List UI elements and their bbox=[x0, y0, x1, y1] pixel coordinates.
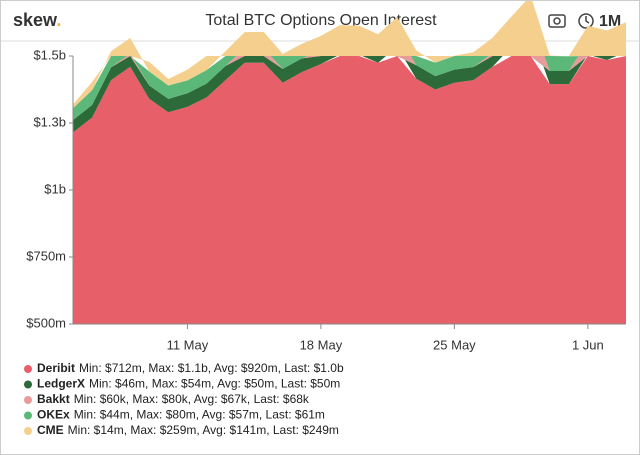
legend-stats: Min: $60k, Max: $80k, Avg: $67k, Last: $… bbox=[74, 392, 310, 406]
legend-text: Bakkt Min: $60k, Max: $80k, Avg: $67k, La… bbox=[37, 392, 310, 406]
legend-entry: Bakkt Min: $60k, Max: $80k, Avg: $67k, La… bbox=[24, 392, 310, 406]
legend-name: Deribit bbox=[37, 361, 75, 375]
legend-entry: Deribit Min: $712m, Max: $1.1b, Avg: $920… bbox=[24, 361, 344, 375]
x-tick-label: 1 Jun bbox=[572, 337, 604, 352]
legend-swatch bbox=[24, 396, 32, 404]
legend-entry: OKEx Min: $44m, Max: $80m, Avg: $57m, Las… bbox=[24, 408, 325, 422]
legend-swatch bbox=[24, 427, 32, 435]
logo: skew. bbox=[13, 10, 61, 30]
legend-swatch bbox=[24, 380, 32, 389]
legend-swatch bbox=[24, 411, 32, 420]
y-tick-label: $1b bbox=[44, 181, 66, 196]
clock-icon[interactable] bbox=[578, 13, 594, 29]
y-tick-label: $500m bbox=[26, 315, 66, 330]
legend-name: Bakkt bbox=[37, 392, 70, 406]
legend-swatch bbox=[24, 365, 32, 373]
logo-text: skew bbox=[13, 10, 58, 30]
area bbox=[73, 56, 626, 324]
legend-stats: Min: $46m, Max: $54m, Avg: $50m, Last: $… bbox=[89, 377, 340, 391]
legend-stats: Min: $44m, Max: $80m, Avg: $57m, Last: $… bbox=[74, 408, 325, 422]
legend-stats: Min: $712m, Max: $1.1b, Avg: $920m, Last… bbox=[79, 361, 344, 375]
legend-text: Deribit Min: $712m, Max: $1.1b, Avg: $920… bbox=[37, 361, 344, 375]
x-tick-label: 18 May bbox=[300, 337, 343, 352]
y-tick-label: $1.5b bbox=[33, 47, 66, 62]
legend-name: CME bbox=[37, 423, 64, 437]
legend-text: LedgerX Min: $46m, Max: $54m, Avg: $50m, … bbox=[37, 377, 340, 391]
legend-name: OKEx bbox=[37, 408, 70, 422]
x-tick-label: 11 May bbox=[167, 337, 209, 352]
camera-icon[interactable] bbox=[548, 14, 566, 28]
chart-title: Total BTC Options Open Interest bbox=[205, 12, 437, 29]
legend-name: LedgerX bbox=[37, 377, 85, 391]
legend-text: CME Min: $14m, Max: $259m, Avg: $141m, La… bbox=[37, 423, 339, 437]
legend-entry: CME Min: $14m, Max: $259m, Avg: $141m, La… bbox=[24, 423, 339, 437]
x-tick-label: 25 May bbox=[433, 337, 476, 352]
legend-stats: Min: $14m, Max: $259m, Avg: $141m, Last:… bbox=[68, 423, 339, 437]
legend-text: OKEx Min: $44m, Max: $80m, Avg: $57m, Las… bbox=[37, 408, 325, 422]
y-tick-label: $1.3b bbox=[33, 114, 66, 129]
range-button[interactable]: 1M bbox=[599, 13, 621, 30]
area bbox=[73, 1, 626, 109]
logo-dot: . bbox=[56, 10, 61, 30]
legend-entry: LedgerX Min: $46m, Max: $54m, Avg: $50m, … bbox=[24, 377, 340, 391]
y-tick-label: $750m bbox=[26, 248, 66, 263]
